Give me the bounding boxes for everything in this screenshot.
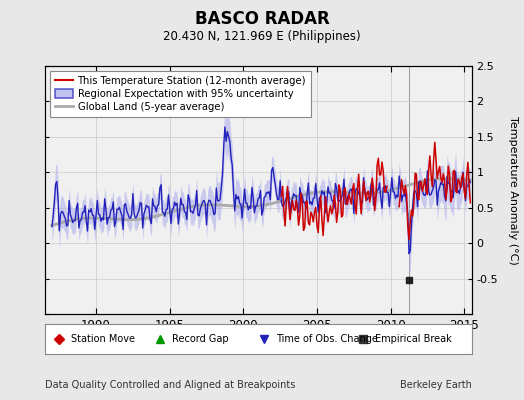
Y-axis label: Temperature Anomaly (°C): Temperature Anomaly (°C) (508, 116, 518, 264)
Text: BASCO RADAR: BASCO RADAR (194, 10, 330, 28)
Text: Record Gap: Record Gap (172, 334, 228, 344)
Legend: This Temperature Station (12-month average), Regional Expectation with 95% uncer: This Temperature Station (12-month avera… (50, 71, 311, 117)
Text: Time of Obs. Change: Time of Obs. Change (277, 334, 378, 344)
Text: Data Quality Controlled and Aligned at Breakpoints: Data Quality Controlled and Aligned at B… (45, 380, 295, 390)
Text: Station Move: Station Move (71, 334, 135, 344)
Text: 20.430 N, 121.969 E (Philippines): 20.430 N, 121.969 E (Philippines) (163, 30, 361, 43)
Text: Empirical Break: Empirical Break (375, 334, 451, 344)
Text: Berkeley Earth: Berkeley Earth (400, 380, 472, 390)
